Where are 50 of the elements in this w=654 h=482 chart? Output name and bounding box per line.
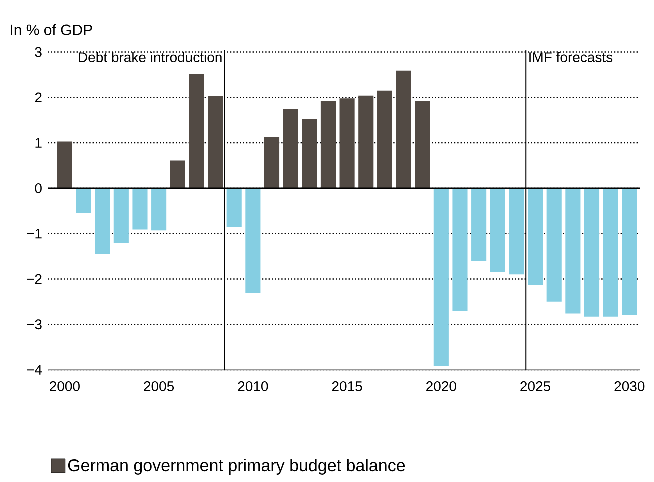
bar: [472, 188, 487, 262]
x-tick-label: 2030: [614, 382, 645, 392]
bar: [302, 119, 318, 188]
y-tick-label: 2: [35, 92, 42, 103]
bar: [283, 109, 298, 188]
ref-line-label: IMF forecasts: [530, 52, 613, 62]
bar: [76, 188, 92, 213]
legend-label: German government primary budget balance: [68, 459, 406, 475]
bar: [434, 188, 449, 366]
bar: [95, 188, 110, 254]
bar: [114, 188, 129, 244]
bar: [226, 188, 242, 228]
bar: [622, 188, 638, 316]
x-tick-label: 2010: [238, 382, 268, 392]
bar: [320, 101, 336, 188]
bar: [152, 188, 167, 231]
x-tick-label: 2015: [332, 382, 362, 392]
y-tick-label: −2: [27, 274, 42, 284]
bar: [566, 188, 581, 314]
bar: [452, 188, 468, 311]
bar: [246, 188, 261, 294]
ref-line-label: Debt brake introduction: [79, 52, 222, 62]
y-axis-title: In % of GDP: [11, 24, 92, 36]
bar: [208, 96, 224, 188]
bar: [509, 188, 524, 275]
bar: [490, 188, 506, 272]
bar: [377, 90, 392, 188]
y-tick-label: −1: [27, 229, 42, 239]
y-tick-label: 0: [35, 183, 42, 194]
bar: [340, 98, 355, 188]
bar: [132, 188, 148, 230]
bar: [189, 74, 204, 188]
bar: [358, 96, 374, 188]
x-tick-label: 2020: [426, 382, 456, 392]
bar: [603, 188, 618, 317]
y-tick-label: −4: [27, 365, 42, 375]
y-tick-label: −3: [27, 320, 42, 330]
x-tick-label: 2025: [520, 382, 551, 392]
bar: [170, 160, 186, 188]
y-tick-label: 3: [35, 47, 42, 58]
bar: [57, 142, 72, 188]
y-tick-label: 1: [36, 138, 42, 148]
bar: [528, 188, 544, 286]
bar: [396, 70, 412, 188]
bar: [584, 188, 600, 317]
bar: [264, 137, 280, 188]
x-tick-label: 2000: [50, 382, 80, 392]
x-tick-label: 2005: [144, 382, 174, 392]
bar: [546, 188, 562, 302]
bar: [415, 101, 430, 188]
